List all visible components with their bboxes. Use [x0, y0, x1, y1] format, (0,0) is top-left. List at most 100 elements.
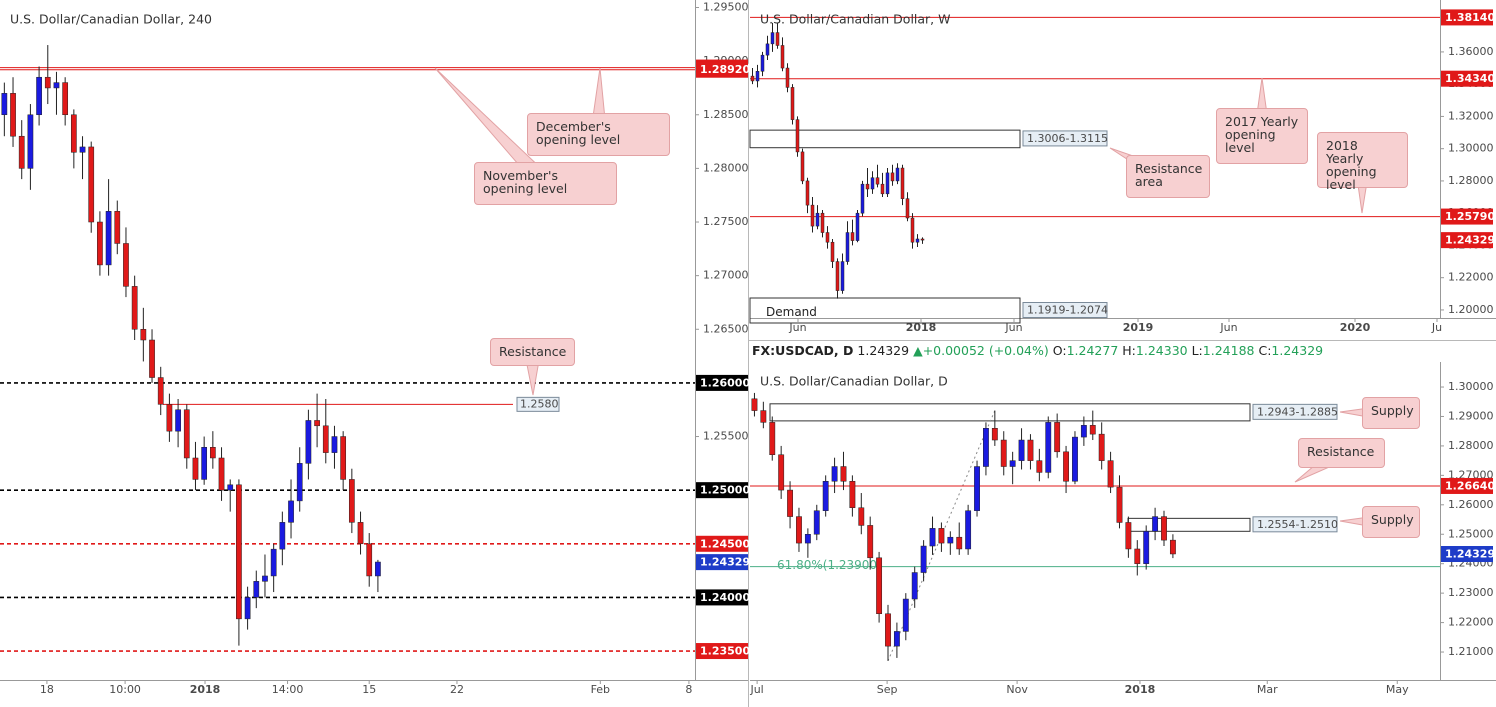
price-tag	[696, 482, 748, 499]
level-label: 1.2580	[520, 397, 559, 410]
price-tag	[696, 61, 748, 78]
candle-body	[1045, 422, 1052, 473]
candle-body	[27, 114, 34, 169]
candle-body	[813, 510, 820, 535]
candle-body	[938, 528, 945, 544]
candle-body	[929, 528, 936, 547]
price-tag	[1441, 232, 1493, 249]
y-tick-label: 1.28000	[1448, 439, 1494, 452]
callout: Supply	[1362, 506, 1420, 538]
y-tick-label: 1.28000	[703, 161, 749, 174]
candle-body	[796, 516, 802, 544]
candle-body	[88, 146, 95, 223]
header-item: O:	[1053, 343, 1067, 358]
candle-body	[956, 536, 963, 550]
candle-body	[775, 32, 780, 46]
y-tick-label: 1.29000	[1448, 409, 1494, 422]
zone-name: Demand	[766, 305, 817, 319]
candle-body	[140, 329, 147, 341]
x-tick-label: Jul	[749, 683, 763, 696]
x-tick-label: Ju	[1431, 321, 1442, 334]
header-item: L:	[1192, 343, 1203, 358]
candle-body	[331, 436, 338, 453]
candle-body	[340, 436, 347, 480]
candle-body	[1098, 433, 1105, 461]
candle-body	[840, 466, 847, 482]
candle-body	[157, 377, 164, 405]
zone-label: 1.2943-1.2885	[1257, 405, 1338, 418]
candle-body	[983, 428, 989, 467]
candle-body	[322, 425, 329, 453]
header-item: 1.24329	[1271, 343, 1323, 358]
price-tag	[696, 535, 748, 552]
x-tick-label: May	[1386, 683, 1409, 696]
y-tick-label: 1.27500	[703, 215, 749, 228]
y-tick-label: 1.28500	[703, 108, 749, 121]
candle-body	[920, 545, 927, 573]
candle-body	[70, 114, 77, 153]
candle-body	[1, 93, 8, 116]
header-item: FX:USDCAD, D	[752, 343, 853, 358]
x-tick-label: 2018	[906, 321, 937, 334]
candle-body	[1134, 548, 1141, 564]
x-tick-label: Nov	[1006, 683, 1028, 696]
candle-body	[209, 447, 216, 459]
candle-body	[149, 339, 155, 378]
price-tag-label: 1.24329	[1445, 548, 1495, 561]
candle-body	[769, 422, 776, 456]
candle-body	[804, 534, 811, 544]
candle-body	[905, 198, 910, 219]
candle-body	[1080, 425, 1087, 438]
price-tag-label: 1.38140	[1445, 11, 1495, 24]
candle-body	[770, 32, 775, 45]
candle-body	[192, 457, 199, 480]
header-item: 1.24329	[857, 343, 909, 358]
x-tick-label: 15	[362, 683, 376, 696]
chart-panel: 1.23500 1.24000 1.24500 1.25000 1.25500 1.260…	[0, 0, 750, 696]
callout: December's opening level	[527, 113, 670, 156]
price-tag-label: 1.24329	[1445, 234, 1495, 247]
candle-body	[751, 398, 758, 411]
x-tick-label: 18	[40, 683, 54, 696]
candle-body	[974, 466, 980, 511]
zone-label: 1.3006-1.3115	[1027, 132, 1108, 145]
candle-body	[815, 212, 820, 227]
x-tick-label: Mar	[1257, 683, 1278, 696]
candle-body	[18, 135, 25, 169]
candle-body	[1000, 439, 1007, 467]
candle-body	[895, 167, 900, 182]
candle-body	[825, 232, 830, 243]
callout: 2017 Yearly opening level	[1216, 108, 1308, 164]
zone	[749, 297, 1021, 324]
candle-body	[305, 420, 312, 464]
y-tick-label: 1.23000	[1448, 586, 1494, 599]
candle-body	[920, 238, 925, 241]
price-tag-label: 1.24500	[700, 537, 750, 550]
x-tick-label: 14:00	[272, 683, 304, 696]
zone-label-box	[1022, 130, 1108, 147]
candle-body	[787, 489, 793, 517]
candle-body	[175, 409, 181, 432]
callout: Resistance	[1298, 438, 1385, 468]
candle-body	[357, 522, 364, 545]
candle-body	[890, 172, 895, 182]
candle-body	[253, 581, 260, 598]
zone	[769, 403, 1251, 422]
callout: Resistance area	[1126, 155, 1210, 198]
price-tag	[696, 643, 748, 660]
callout: Resistance	[490, 338, 575, 366]
chart-title: U.S. Dollar/Canadian Dollar, 240	[10, 12, 212, 27]
x-tick-label: Jun	[1004, 321, 1022, 334]
price-tag-label: 1.26640	[1445, 479, 1495, 492]
candle-body	[1018, 439, 1025, 461]
candle-body	[778, 454, 785, 491]
candle-body	[875, 177, 880, 185]
candle-body	[915, 238, 920, 243]
candle-body	[1089, 425, 1096, 435]
x-tick-label: 2020	[1340, 321, 1371, 334]
candle-body	[755, 71, 760, 82]
price-tag-label: 1.23500	[700, 645, 750, 658]
candle-body	[1125, 522, 1132, 550]
candle-body	[991, 428, 998, 441]
candle-body	[1072, 436, 1078, 482]
